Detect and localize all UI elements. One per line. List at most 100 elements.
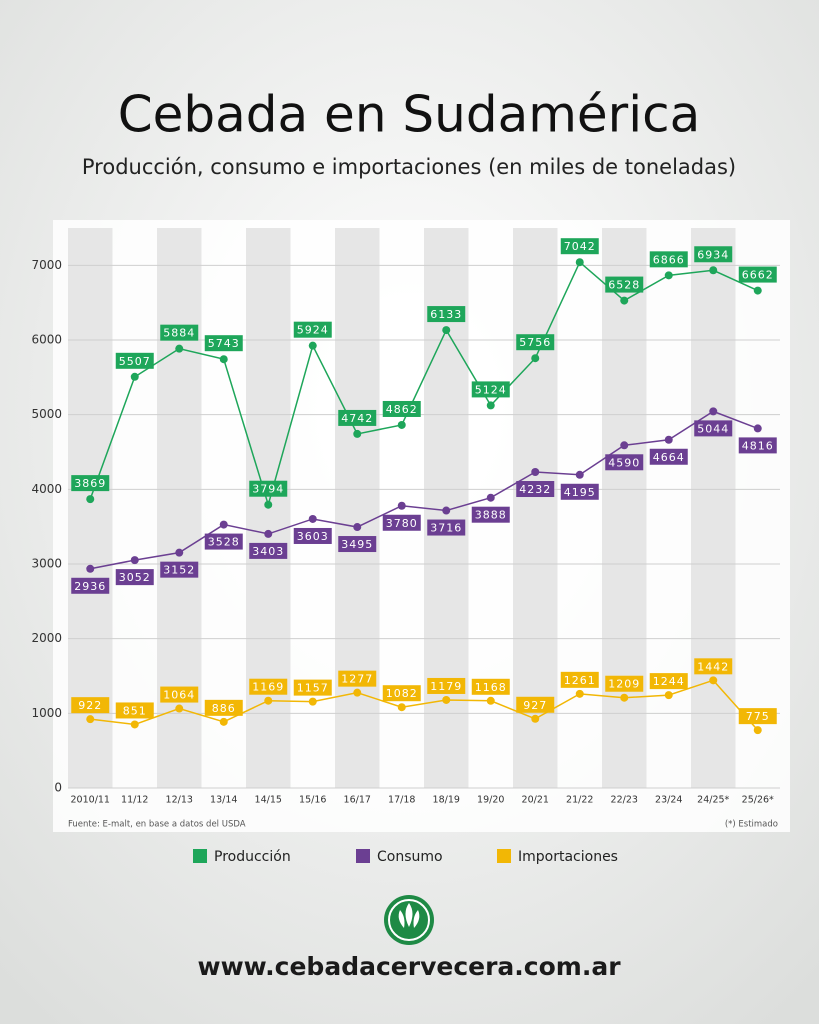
data-point bbox=[664, 691, 673, 700]
data-label: 2936 bbox=[74, 580, 106, 593]
data-point bbox=[442, 695, 451, 704]
data-label: 5884 bbox=[163, 327, 195, 340]
data-label: 4232 bbox=[519, 483, 551, 496]
data-label: 1064 bbox=[163, 689, 195, 702]
label-box bbox=[249, 480, 288, 497]
x-tick-label: 18/19 bbox=[433, 795, 460, 806]
label-box bbox=[471, 506, 510, 523]
label-box bbox=[160, 686, 199, 703]
y-tick-label: 4000 bbox=[31, 482, 62, 496]
legend-label: Consumo bbox=[377, 849, 443, 865]
data-label: 886 bbox=[212, 702, 236, 715]
x-tick-label: 20/21 bbox=[522, 795, 549, 806]
label-box bbox=[338, 409, 377, 426]
data-point bbox=[219, 717, 228, 726]
column-stripe bbox=[513, 228, 558, 788]
website: www.cebadacervecera.com.ar bbox=[197, 952, 621, 981]
label-box bbox=[293, 679, 332, 696]
data-point bbox=[442, 326, 451, 335]
data-label: 5743 bbox=[208, 337, 240, 350]
data-label: 3528 bbox=[208, 536, 240, 549]
data-point bbox=[531, 468, 540, 477]
data-label: 1209 bbox=[608, 678, 640, 691]
label-box bbox=[115, 569, 154, 586]
data-point bbox=[175, 704, 184, 713]
data-label: 6934 bbox=[697, 248, 729, 261]
label-box bbox=[204, 699, 243, 716]
label-box bbox=[338, 536, 377, 553]
x-tick-label: 19/20 bbox=[477, 795, 504, 806]
data-point bbox=[620, 296, 629, 305]
series-line bbox=[89, 260, 759, 508]
y-tick-label: 6000 bbox=[31, 333, 62, 347]
data-point bbox=[308, 341, 317, 350]
data-point bbox=[397, 420, 406, 429]
data-point bbox=[264, 529, 273, 538]
estimate-note: (*) Estimado bbox=[725, 820, 778, 830]
label-box bbox=[427, 677, 466, 694]
data-label: 1277 bbox=[341, 673, 373, 686]
label-box bbox=[338, 670, 377, 687]
label-box bbox=[71, 475, 110, 492]
data-label: 4742 bbox=[341, 412, 373, 425]
legend-swatch bbox=[356, 849, 370, 863]
data-point bbox=[753, 726, 762, 735]
x-tick-label: 24/25* bbox=[697, 795, 729, 806]
label-box bbox=[382, 685, 421, 702]
data-point bbox=[308, 514, 317, 523]
label-box bbox=[560, 238, 599, 255]
label-box bbox=[471, 678, 510, 695]
label-box bbox=[71, 697, 110, 714]
label-box bbox=[605, 675, 644, 692]
label-box bbox=[516, 696, 555, 713]
label-box bbox=[516, 481, 555, 498]
data-point bbox=[130, 372, 139, 381]
x-tick-label: 16/17 bbox=[344, 795, 371, 806]
legend: Producción Consumo Importaciones bbox=[193, 849, 618, 865]
source-note: Fuente: E-malt, en base a datos del USDA bbox=[68, 820, 246, 830]
label-box bbox=[382, 400, 421, 417]
label-box bbox=[293, 321, 332, 338]
data-point bbox=[664, 435, 673, 444]
data-point bbox=[486, 696, 495, 705]
legend-swatch bbox=[193, 849, 207, 863]
data-point bbox=[86, 564, 95, 573]
data-label: 927 bbox=[523, 699, 547, 712]
label-box bbox=[738, 437, 777, 454]
data-label: 851 bbox=[123, 704, 147, 717]
label-box bbox=[694, 658, 733, 675]
data-point bbox=[486, 401, 495, 410]
x-tick-label: 22/23 bbox=[611, 795, 638, 806]
data-label: 922 bbox=[78, 699, 102, 712]
y-tick-label: 2000 bbox=[31, 631, 62, 645]
x-tick-label: 17/18 bbox=[388, 795, 415, 806]
data-label: 5124 bbox=[475, 383, 507, 396]
label-box bbox=[293, 527, 332, 544]
data-label: 4195 bbox=[564, 486, 596, 499]
data-point bbox=[664, 271, 673, 280]
label-box bbox=[204, 533, 243, 550]
label-box bbox=[649, 448, 688, 465]
data-point bbox=[175, 344, 184, 353]
legend-swatch bbox=[497, 849, 511, 863]
data-label: 1179 bbox=[430, 680, 462, 693]
data-label: 6133 bbox=[430, 308, 462, 321]
data-point bbox=[353, 523, 362, 532]
data-point bbox=[264, 696, 273, 705]
series-line bbox=[90, 679, 759, 731]
data-point bbox=[397, 703, 406, 712]
label-box bbox=[249, 678, 288, 695]
label-box bbox=[738, 266, 777, 283]
x-tick-label: 13/14 bbox=[210, 795, 237, 806]
label-box bbox=[605, 276, 644, 293]
y-tick-label: 1000 bbox=[31, 706, 62, 720]
x-tick-label: 14/15 bbox=[255, 795, 282, 806]
label-box bbox=[560, 671, 599, 688]
data-label: 1082 bbox=[386, 687, 418, 700]
data-label: 3794 bbox=[252, 483, 284, 496]
label-box bbox=[694, 246, 733, 263]
data-label: 1168 bbox=[475, 681, 507, 694]
data-label: 1157 bbox=[297, 682, 329, 695]
data-label: 3603 bbox=[297, 530, 329, 543]
data-point bbox=[753, 286, 762, 295]
